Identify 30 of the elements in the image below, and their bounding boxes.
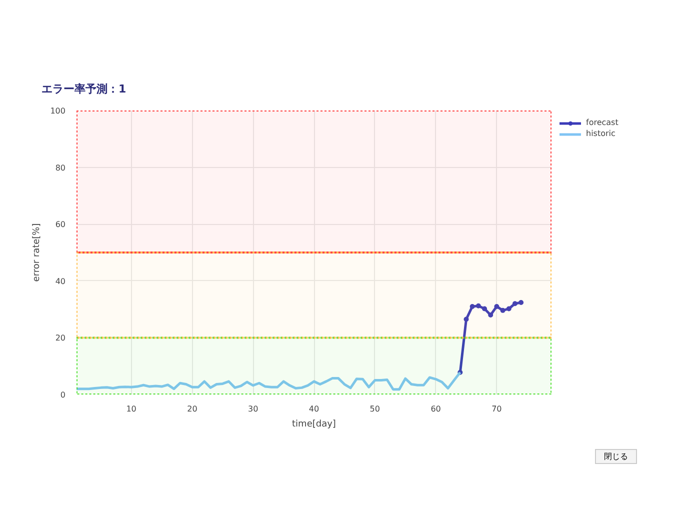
x-tick-label: 20 — [187, 404, 198, 414]
y-tick-label: 20 — [55, 334, 66, 343]
point — [512, 301, 518, 306]
point — [518, 300, 524, 305]
x-tick-label: 30 — [248, 404, 258, 414]
point — [488, 312, 494, 318]
point — [494, 304, 500, 309]
point — [500, 308, 506, 313]
line-series — [76, 371, 462, 391]
y-tick-label: 40 — [55, 276, 66, 286]
point — [506, 306, 512, 312]
point — [476, 303, 481, 308]
legend-label: historic — [586, 129, 616, 138]
text: 閉じる — [604, 451, 628, 462]
chart-title: エラー率予測：1 — [42, 82, 126, 96]
y-tick-label: 80 — [55, 163, 66, 172]
point — [482, 306, 488, 312]
y-tick-label: 60 — [55, 220, 66, 230]
x-tick-label: 70 — [492, 404, 502, 414]
x-tick-label: 60 — [430, 404, 441, 414]
point — [464, 316, 469, 322]
x-axis-title: time[day] — [292, 420, 336, 430]
legend-label: forecast — [586, 118, 618, 127]
x-tick-label: 40 — [308, 404, 320, 414]
x-tick-label: 50 — [370, 404, 380, 414]
y-axis-title: error rate[%] — [32, 223, 42, 282]
x-tick-label: 10 — [126, 404, 136, 414]
y-tick-label: 0 — [60, 390, 66, 400]
y-tick-label: 100 — [50, 106, 66, 116]
point — [470, 304, 475, 309]
